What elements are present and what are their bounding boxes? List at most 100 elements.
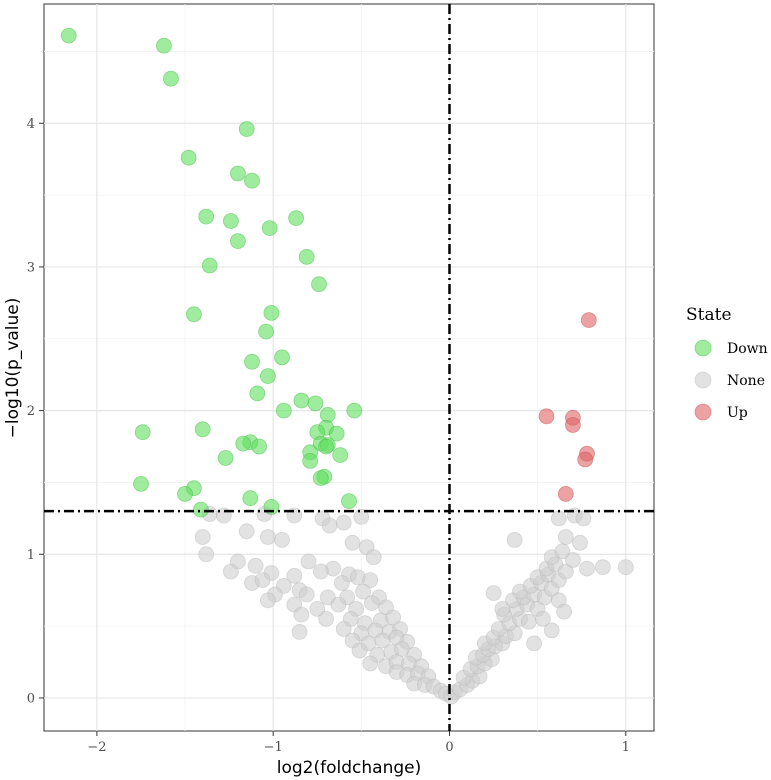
point-none (335, 514, 352, 531)
y-tick-label: 1 (27, 548, 35, 563)
point-none (259, 529, 276, 545)
point-down (251, 438, 268, 455)
point-none (535, 611, 551, 627)
y-tick-label: 4 (27, 117, 35, 132)
point-none (579, 560, 595, 577)
grid-lines (44, 4, 654, 731)
point-up (565, 417, 581, 433)
point-none (485, 585, 502, 601)
point-up (557, 485, 574, 502)
legend-label-none: None (727, 373, 765, 389)
point-down (229, 233, 246, 250)
point-none (363, 595, 380, 611)
point-none (550, 510, 567, 527)
point-up (577, 451, 594, 468)
point-down (288, 210, 305, 227)
point-none (353, 509, 370, 525)
point-none (247, 557, 264, 574)
point-none (557, 529, 574, 545)
point-none (330, 596, 347, 613)
y-tick-label: 3 (27, 260, 35, 275)
point-none (526, 635, 542, 652)
point-none (355, 583, 372, 600)
point-none (309, 601, 326, 617)
threshold-lines (44, 4, 654, 731)
point-up (538, 408, 555, 425)
point-none (259, 592, 276, 609)
point-none (557, 563, 574, 580)
point-down (134, 424, 151, 441)
point-none (238, 523, 255, 540)
point-none (575, 510, 592, 527)
point-none (344, 534, 361, 551)
legend-key-none (694, 371, 712, 389)
point-down (341, 493, 357, 510)
point-none (300, 553, 317, 570)
point-down (201, 257, 218, 274)
x-tick-label: 1 (622, 740, 630, 755)
point-down (302, 452, 319, 469)
x-tick-label: −2 (87, 740, 106, 755)
point-down (155, 37, 172, 54)
point-down (235, 435, 252, 452)
point-none (362, 572, 379, 588)
point-none (520, 613, 537, 630)
point-none (194, 529, 211, 545)
point-down (242, 490, 259, 507)
point-none (556, 603, 572, 620)
point-none (506, 532, 523, 548)
point-down (328, 425, 345, 442)
point-none (595, 559, 611, 576)
legend-title: State (686, 305, 732, 325)
point-down (180, 149, 197, 166)
point-none (365, 549, 382, 566)
legend-key-up (694, 403, 712, 421)
y-tick-label: 0 (27, 691, 35, 706)
point-down (258, 323, 275, 340)
point-down (274, 349, 290, 366)
point-down (259, 368, 276, 385)
point-down (293, 392, 310, 409)
point-none (321, 517, 338, 534)
x-tick-label: 0 (445, 740, 453, 755)
point-down (238, 121, 255, 137)
legend-label-up: Up (727, 405, 748, 421)
point-down (60, 27, 77, 44)
point-down (244, 172, 260, 189)
point-down (192, 501, 209, 518)
point-none (274, 532, 290, 548)
legend: State Down None Up (686, 305, 768, 421)
point-down (244, 353, 260, 370)
legend-label-down: Down (727, 341, 768, 357)
point-down (311, 276, 327, 293)
point-none (333, 575, 350, 591)
x-tick-label: −1 (264, 740, 283, 755)
point-down (162, 70, 179, 87)
point-none (318, 611, 335, 627)
point-none (362, 655, 379, 672)
point-none (254, 572, 271, 588)
y-axis-title: −log10(p_value) (3, 298, 23, 439)
point-down (307, 395, 324, 412)
point-down (133, 475, 149, 492)
point-down (318, 438, 335, 455)
point-up (580, 312, 597, 329)
point-none (494, 601, 511, 617)
point-down (198, 208, 215, 225)
point-down (263, 304, 280, 321)
point-none (543, 622, 560, 639)
point-down (249, 385, 266, 402)
point-down (275, 402, 292, 419)
point-down (222, 213, 239, 229)
x-axis-ticks: −2 −1 0 1 (87, 731, 630, 755)
point-down (346, 402, 363, 419)
point-none (298, 586, 315, 603)
point-none (617, 559, 634, 576)
point-none (312, 563, 329, 580)
point-down (261, 220, 278, 237)
point-none (565, 552, 581, 568)
y-tick-label: 2 (27, 404, 35, 419)
point-none (351, 642, 368, 659)
point-none (291, 624, 308, 640)
